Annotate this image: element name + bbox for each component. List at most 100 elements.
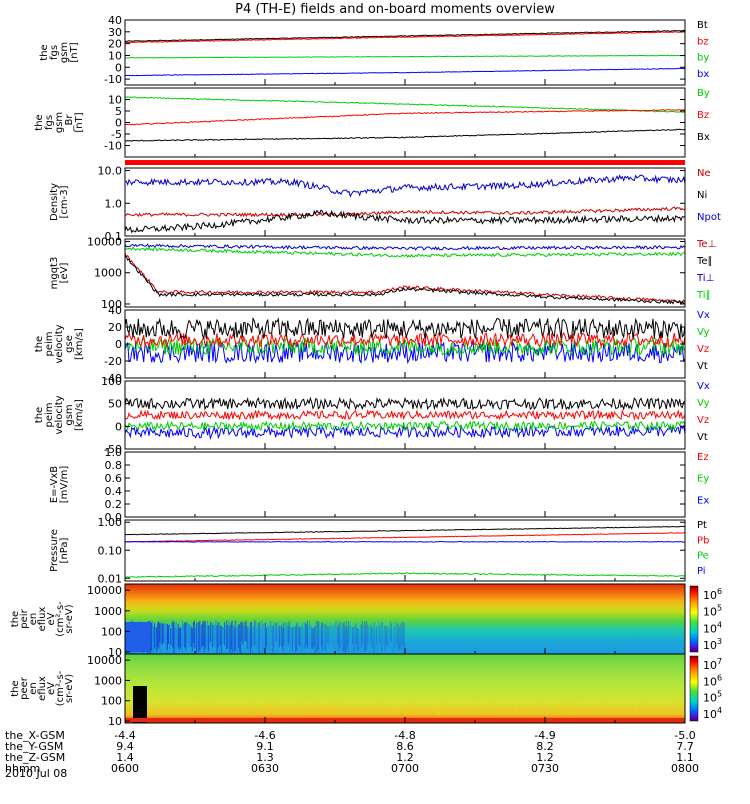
spectrogram-streak	[287, 625, 289, 647]
spectrogram-streak	[357, 628, 359, 652]
spectrogram-streak	[266, 627, 268, 647]
spectrogram-streak	[335, 707, 338, 714]
spectrogram-streak	[286, 623, 288, 643]
spectrogram-streak	[154, 623, 156, 649]
spectrogram-streak	[253, 625, 255, 648]
spectrogram-streak	[125, 622, 150, 652]
y-tick-label: 1000	[94, 674, 122, 687]
spectrogram-ion_spec: 10000 1000 100 10 thepeirenefluxeV(cm²-s-sr-…	[10, 583, 722, 659]
spectrogram-streak	[219, 625, 221, 646]
spectrogram-streak	[402, 622, 404, 648]
spectrogram-streak	[175, 706, 178, 713]
spectrogram-streak	[391, 623, 392, 643]
series-line-Ti∥	[124, 246, 686, 258]
spectrogram-streak	[268, 626, 270, 648]
spectrogram-streak	[470, 703, 473, 710]
spectrogram-streak	[356, 627, 358, 650]
spectrogram-streak	[235, 627, 237, 653]
spectrogram-streak	[350, 624, 352, 644]
spectrogram-streak	[387, 627, 389, 644]
spectrogram-streak	[401, 620, 403, 646]
spectrogram-streak	[167, 624, 168, 651]
y-axis-label: [nPa]	[59, 537, 70, 563]
spectrogram-streak	[634, 707, 637, 714]
spectrogram-streak	[261, 620, 263, 654]
spectrogram-streak	[373, 621, 375, 653]
spectrogram-streak	[381, 622, 383, 651]
spectrogram-streak	[274, 623, 276, 646]
y-tick-label: 1000	[94, 605, 122, 618]
spectrogram-streak	[213, 708, 216, 715]
spectrogram-streak	[434, 703, 437, 710]
spectrogram-streak	[173, 622, 175, 654]
spectrogram-streak	[169, 623, 171, 650]
spectrogram-streak	[323, 703, 326, 710]
spectrogram-panels: 10000100010010thepeirenefluxeV(cm²-s-sr-…	[10, 583, 722, 728]
legend-Bx: Bx	[697, 132, 710, 143]
spectrogram-streak	[314, 625, 316, 654]
spectrogram-streak	[199, 620, 201, 651]
spectrogram-streak	[171, 622, 173, 647]
chart-title: P4 (TH-E) fields and on-board moments ov…	[235, 2, 555, 17]
colorbar-exponent: 6	[717, 673, 722, 682]
spectrogram-streak	[297, 621, 299, 652]
y-tick-label: 100	[101, 298, 122, 311]
spectrogram-streak	[437, 708, 440, 715]
y-tick-label: 1.0	[105, 197, 123, 210]
spectrogram-streak	[341, 621, 343, 643]
y-tick-label: 100	[101, 375, 122, 388]
series-line-Vt	[124, 396, 686, 411]
spectrogram-streak	[271, 625, 273, 645]
spectrogram-streak	[283, 622, 285, 646]
spectrogram-streak	[255, 621, 257, 646]
spectrogram-streak	[155, 627, 157, 650]
spectrogram-streak	[249, 621, 251, 654]
spectrogram-streak	[280, 704, 283, 711]
spectrogram-streak	[264, 705, 267, 712]
y-tick-label: 100	[101, 695, 122, 708]
spectrogram-streak	[347, 620, 349, 653]
ephemeris-value: -4.9	[534, 729, 555, 742]
spectrogram-streak	[321, 622, 322, 647]
y-tick-label: -10	[104, 140, 122, 153]
spectrogram-streak	[190, 626, 192, 647]
y-axis-label: fgs	[44, 115, 55, 130]
legend-Pt: Pt	[697, 520, 707, 531]
series-line-Vt	[124, 316, 686, 339]
legend-Ex: Ex	[697, 495, 709, 506]
series-line-Te∥	[124, 255, 686, 305]
spectrogram-streak	[337, 703, 340, 710]
spectrogram-streak	[254, 620, 256, 645]
spectrogram-streak	[289, 626, 291, 653]
spectrogram-streak	[324, 623, 326, 651]
spectrogram-streak	[369, 626, 371, 649]
spectrogram-streak	[404, 707, 407, 714]
colorbar	[689, 585, 699, 653]
legend-bx: bx	[697, 69, 709, 80]
legend-Vt: Vt	[697, 432, 708, 443]
spectrogram-streak	[206, 620, 208, 652]
series-line-Vz	[124, 331, 686, 349]
y-tick-label: -5	[111, 128, 122, 141]
y-axis-label: Pressure	[49, 529, 60, 572]
ephemeris-label: hhmm	[5, 762, 40, 775]
spectrogram-streak	[660, 703, 663, 710]
spectrogram-streak	[279, 626, 280, 648]
spectrogram-streak	[319, 626, 321, 645]
series-line-bx	[125, 67, 686, 77]
spectrogram-streak	[307, 620, 308, 649]
spectrogram-streak	[207, 625, 209, 652]
spectrogram-streak	[262, 623, 264, 652]
spectrogram-streak	[303, 622, 305, 650]
series-line-Pt	[125, 525, 685, 536]
ephemeris-value: 1.1	[676, 751, 694, 764]
series-line-Pb	[124, 532, 686, 543]
spectrogram-streak	[327, 626, 329, 644]
spectrogram-streak	[370, 623, 372, 644]
spectrogram-streak	[244, 621, 246, 642]
spectrogram-streak	[396, 705, 399, 712]
spectrogram-streak	[276, 628, 278, 652]
spectrogram-streak	[252, 627, 254, 654]
spectrogram-streak	[222, 704, 225, 711]
